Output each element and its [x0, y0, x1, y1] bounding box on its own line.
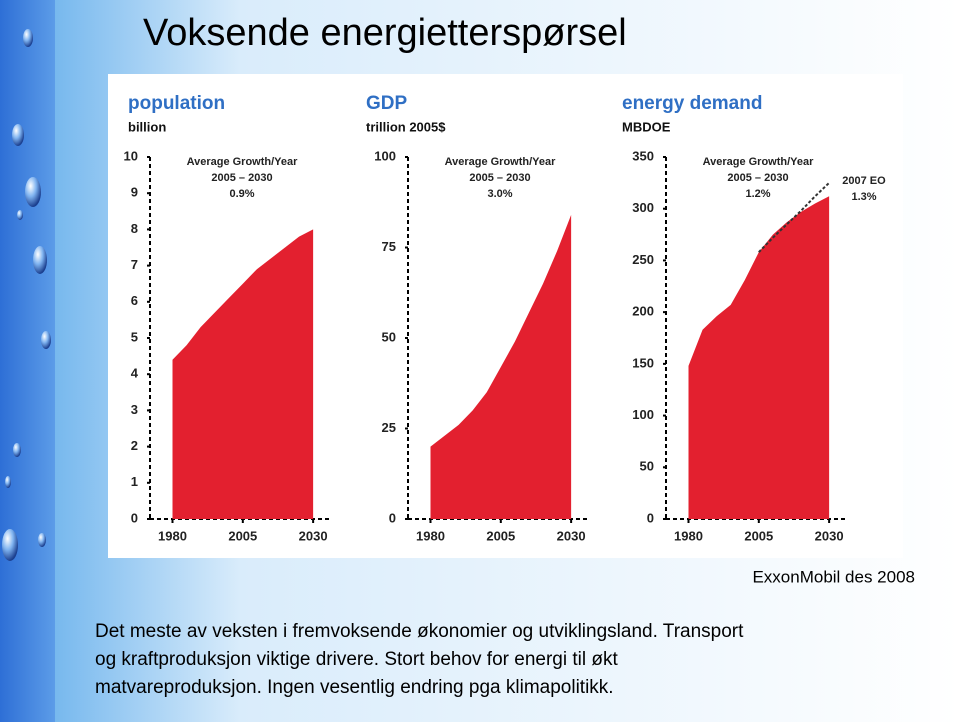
y-tick-label: 0	[647, 510, 654, 525]
y-tick-label: 1	[131, 474, 138, 489]
annotation: 3.0%	[487, 188, 512, 200]
source: ExxonMobil des 2008	[752, 567, 915, 586]
y-tick-label: 3	[131, 402, 138, 417]
area	[430, 214, 572, 520]
droplets	[2, 29, 51, 561]
x-tick-label: 1980	[416, 528, 445, 543]
x-tick-label: 2030	[557, 528, 586, 543]
chart-subtitle: billion	[128, 119, 166, 134]
chart-title: energy demand	[622, 93, 762, 114]
annotation: Average Growth/Year	[187, 156, 299, 168]
annotation: 2005 – 2030	[211, 172, 272, 184]
area	[172, 229, 314, 519]
annotation: Average Growth/Year	[445, 156, 557, 168]
y-tick-label: 25	[382, 420, 396, 435]
body-line: matvareproduksjon. Ingen vesentlig endri…	[95, 677, 614, 698]
x-tick-label: 2005	[744, 528, 773, 543]
y-tick-label: 50	[640, 459, 654, 474]
y-tick-label: 6	[131, 293, 138, 308]
y-tick-label: 50	[382, 329, 396, 344]
x-tick-label: 2030	[815, 528, 844, 543]
annotation: 1.2%	[745, 188, 770, 200]
projection-note: 1.3%	[851, 191, 876, 203]
y-tick-label: 5	[131, 329, 138, 344]
y-tick-label: 100	[632, 407, 654, 422]
y-tick-label: 350	[632, 148, 654, 163]
x-tick-label: 2030	[299, 528, 328, 543]
x-tick-label: 2005	[228, 528, 257, 543]
chart-title: population	[128, 93, 225, 114]
chart-subtitle: trillion 2005$	[366, 119, 446, 134]
y-tick-label: 9	[131, 185, 138, 200]
x-tick-label: 1980	[674, 528, 703, 543]
body-line: og kraftproduksjon viktige drivere. Stor…	[95, 649, 618, 670]
chart-title: GDP	[366, 93, 408, 114]
area	[688, 196, 830, 519]
projection-line	[758, 182, 830, 253]
slide-title: Voksende energietterspørsel	[143, 12, 627, 54]
annotation: 2005 – 2030	[727, 172, 788, 184]
y-tick-label: 0	[389, 510, 396, 525]
y-tick-label: 100	[374, 148, 396, 163]
body-line: Det meste av veksten i fremvoksende økon…	[95, 621, 744, 642]
y-tick-label: 8	[131, 221, 138, 236]
side-bar	[0, 0, 55, 722]
chart-subtitle: MBDOE	[622, 119, 671, 134]
y-tick-label: 7	[131, 257, 138, 272]
y-tick-label: 75	[382, 239, 396, 254]
y-tick-label: 250	[632, 252, 654, 267]
annotation: 2005 – 2030	[469, 172, 530, 184]
y-tick-label: 4	[131, 366, 139, 381]
y-tick-label: 200	[632, 304, 654, 319]
projection-label: 2007 EO	[842, 175, 886, 187]
y-tick-label: 150	[632, 355, 654, 370]
annotation: Average Growth/Year	[703, 156, 815, 168]
x-tick-label: 2005	[486, 528, 515, 543]
y-tick-label: 10	[124, 148, 138, 163]
y-tick-label: 2	[131, 438, 138, 453]
y-tick-label: 300	[632, 200, 654, 215]
y-tick-label: 0	[131, 510, 138, 525]
x-tick-label: 1980	[158, 528, 187, 543]
annotation: 0.9%	[229, 188, 254, 200]
